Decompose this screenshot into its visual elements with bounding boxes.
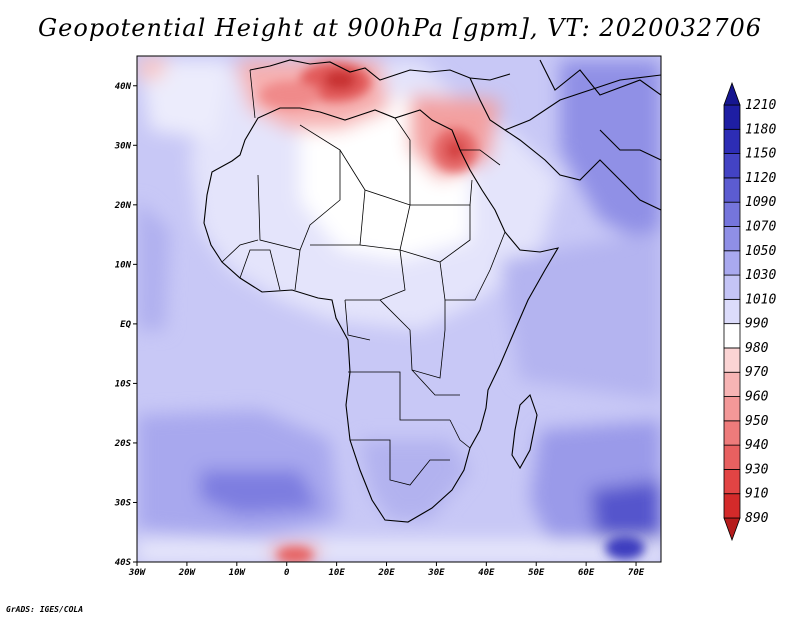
colorbar-labels: 890 910 930 940 950 960 970 980 990 1010 1030 1050 1…	[745, 98, 776, 526]
lat-tick-label: 40N	[115, 82, 132, 92]
colorbar-label: 990	[745, 317, 769, 332]
country-borders	[221, 69, 506, 486]
colorbar-box	[723, 298, 741, 325]
colorbar-label: 1070	[745, 219, 776, 234]
colorbar-label: 1210	[745, 98, 776, 113]
coastlines	[203, 59, 661, 523]
lon-tick-label: 10W	[229, 568, 247, 578]
colorbar-label: 910	[745, 487, 769, 502]
lon-ticks: 30W 20W 10W 0 10E 20E 30E 40E 50E 60E 70E	[128, 562, 645, 578]
lat-tick-label: 40S	[115, 558, 132, 568]
height-field	[137, 56, 661, 562]
colorbar-box	[723, 493, 741, 519]
lon-tick-label: 0	[284, 568, 290, 578]
colorbar-box	[723, 153, 741, 179]
colorbar-box	[723, 371, 741, 397]
colorbar-label: 930	[745, 462, 769, 477]
lat-tick-label: EQ	[120, 320, 131, 330]
lat-tick-label: 20N	[114, 201, 132, 211]
colorbar-box	[723, 104, 741, 130]
lon-tick-label: 10E	[328, 568, 345, 578]
colorbar-label: 1030	[745, 268, 776, 283]
colorbar-box	[723, 201, 741, 227]
lat-tick-label: 30S	[114, 498, 132, 508]
colorbar-box	[723, 128, 741, 154]
colorbar-box	[723, 420, 741, 446]
lat-ticks: 40S 30S 20S 10S EQ 10N 20N 30N 40N	[114, 82, 137, 568]
colorbar-box	[723, 347, 741, 373]
colorbar-label: 1120	[745, 171, 776, 186]
colorbar-label: 1010	[745, 292, 776, 307]
lat-tick-label: 10N	[115, 260, 132, 270]
lat-tick-label: 20S	[114, 439, 132, 449]
chart-title: Geopotential Height at 900hPa [gpm], VT:…	[38, 14, 762, 42]
colorbar-label: 960	[745, 390, 769, 405]
lon-tick-label: 30W	[128, 568, 147, 578]
colorbar-box	[723, 226, 741, 252]
colorbar-box	[723, 274, 741, 300]
footer-credit: GrADS: IGES/COLA	[6, 605, 84, 614]
colorbar-label: 940	[745, 438, 769, 453]
colorbar-label: 1150	[745, 147, 776, 162]
lon-tick-label: 30E	[427, 568, 445, 578]
colorbar-box	[723, 396, 741, 422]
colorbar-label: 1090	[745, 195, 776, 210]
lon-tick-label: 40E	[478, 568, 495, 578]
lon-tick-label: 20W	[178, 568, 197, 578]
colorbar-label: 1180	[745, 122, 776, 137]
colorbar-label: 950	[745, 414, 769, 429]
plot-frame	[136, 55, 662, 563]
colorbar-box	[723, 177, 741, 203]
lon-tick-label: 60E	[578, 568, 595, 578]
colorbar-boxes	[723, 81, 741, 542]
colorbar-label: 980	[745, 341, 769, 356]
colorbar-box	[723, 250, 741, 276]
lon-tick-label: 70E	[628, 568, 645, 578]
lon-tick-label: 20E	[377, 568, 395, 578]
lat-tick-label: 10S	[115, 379, 132, 389]
colorbar-label: 890	[745, 511, 769, 526]
colorbar-box	[723, 444, 741, 470]
colorbar-label: 1050	[745, 244, 776, 259]
lat-tick-label: 30N	[114, 141, 132, 151]
colorbar-high-triangle	[723, 81, 741, 106]
colorbar-box	[723, 469, 741, 495]
colorbar-low-triangle	[723, 517, 741, 542]
colorbar-label: 970	[745, 365, 769, 380]
lon-tick-label: 50E	[528, 568, 545, 578]
colorbar-box	[723, 323, 741, 349]
